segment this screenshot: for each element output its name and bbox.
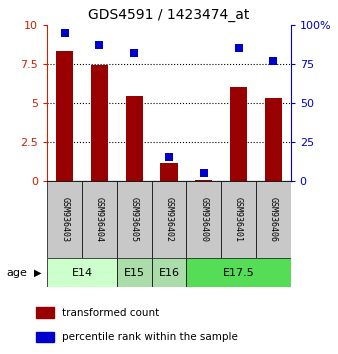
Point bbox=[271, 58, 276, 63]
Bar bbox=[56, 51, 73, 181]
Title: GDS4591 / 1423474_at: GDS4591 / 1423474_at bbox=[88, 8, 250, 22]
Bar bbox=[117, 181, 152, 258]
Bar bbox=[195, 180, 213, 181]
Bar bbox=[91, 65, 108, 181]
Bar bbox=[37, 332, 54, 342]
Text: percentile rank within the sample: percentile rank within the sample bbox=[62, 332, 238, 342]
Text: GSM936400: GSM936400 bbox=[199, 197, 208, 242]
Bar bbox=[117, 258, 152, 287]
Point bbox=[131, 50, 137, 56]
Point bbox=[62, 30, 67, 35]
Text: GSM936403: GSM936403 bbox=[60, 197, 69, 242]
Bar bbox=[186, 181, 221, 258]
Bar bbox=[125, 96, 143, 181]
Text: GSM936405: GSM936405 bbox=[130, 197, 139, 242]
Text: GSM936401: GSM936401 bbox=[234, 197, 243, 242]
Bar bbox=[230, 87, 247, 181]
Point bbox=[166, 154, 172, 160]
Point bbox=[236, 45, 241, 51]
Text: transformed count: transformed count bbox=[62, 308, 159, 318]
Bar bbox=[152, 181, 186, 258]
Text: GSM936406: GSM936406 bbox=[269, 197, 278, 242]
Text: E16: E16 bbox=[159, 268, 179, 278]
Text: E15: E15 bbox=[124, 268, 145, 278]
Bar bbox=[186, 258, 291, 287]
Text: GSM936402: GSM936402 bbox=[165, 197, 173, 242]
Text: GSM936404: GSM936404 bbox=[95, 197, 104, 242]
Text: age: age bbox=[7, 268, 28, 278]
Point bbox=[201, 170, 207, 176]
Text: E17.5: E17.5 bbox=[223, 268, 255, 278]
Bar bbox=[160, 164, 178, 181]
Bar bbox=[47, 181, 82, 258]
Bar bbox=[256, 181, 291, 258]
Bar bbox=[82, 181, 117, 258]
Bar bbox=[221, 181, 256, 258]
Bar bbox=[37, 307, 54, 318]
Bar bbox=[152, 258, 186, 287]
Point bbox=[97, 42, 102, 48]
Text: E14: E14 bbox=[72, 268, 93, 278]
Bar bbox=[47, 258, 117, 287]
Text: ▶: ▶ bbox=[34, 268, 41, 278]
Bar bbox=[265, 98, 282, 181]
